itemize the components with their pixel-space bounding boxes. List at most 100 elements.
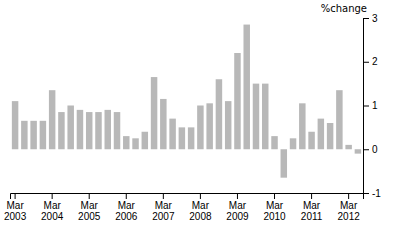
chart: -10123Mar2003Mar2004Mar2005Mar2006Mar200… — [0, 0, 397, 227]
tick-mark — [126, 193, 127, 199]
tick-label: 1 — [372, 100, 378, 111]
x-tick: Mar2005 — [78, 193, 101, 222]
bar — [355, 149, 361, 153]
bar — [86, 112, 92, 149]
tick-label: Mar2011 — [301, 200, 323, 222]
tick-mark — [363, 62, 369, 63]
axis-line — [11, 194, 364, 200]
bar — [40, 121, 46, 149]
tick-label: Mar2008 — [189, 200, 212, 222]
bar — [188, 127, 194, 149]
tick-label-line: Mar — [340, 200, 358, 211]
bar — [132, 138, 138, 149]
bar — [114, 112, 120, 149]
bar — [77, 110, 83, 149]
y-axis: -1 0 1 2 3 — [363, 13, 381, 199]
tick-label: Mar2006 — [115, 200, 138, 222]
tick-mark — [363, 18, 369, 19]
chart-container: -10123Mar2003Mar2004Mar2005Mar2006Mar200… — [0, 0, 397, 227]
bar — [67, 106, 73, 150]
bar — [105, 110, 111, 149]
tick-label-line: 2006 — [115, 211, 138, 222]
bar — [281, 149, 287, 177]
tick-label: 2 — [372, 56, 378, 67]
tick-label: Mar2012 — [338, 200, 361, 222]
tick-mark — [363, 106, 369, 107]
bar — [290, 138, 296, 149]
bar — [30, 121, 36, 149]
tick-mark — [348, 193, 349, 199]
bar — [271, 136, 277, 149]
tick-mark — [163, 193, 164, 199]
bar — [336, 90, 342, 149]
tick-label-line: Mar — [81, 200, 99, 211]
x-tick: Mar2011 — [301, 193, 323, 222]
tick-label-line: 2008 — [189, 211, 212, 222]
bar — [142, 132, 148, 150]
bar — [95, 112, 101, 149]
y-label: %change — [321, 3, 367, 14]
y-tick: 3 — [363, 13, 378, 24]
bars — [12, 25, 361, 178]
tick-label: Mar2004 — [41, 200, 64, 222]
tick-label-line: 2007 — [152, 211, 175, 222]
bar — [318, 119, 324, 150]
tick-label-line: 2005 — [78, 211, 101, 222]
bar — [197, 106, 203, 150]
bar — [12, 101, 18, 149]
tick-label-line: Mar — [266, 200, 284, 211]
tick-label-line: Mar — [44, 200, 62, 211]
x-axis: Mar2003Mar2004Mar2005Mar2006Mar2007Mar20… — [4, 193, 364, 222]
bar — [151, 77, 157, 149]
tick-label-line: Mar — [155, 200, 173, 211]
tick-label-line: Mar — [192, 200, 210, 211]
y-tick: -1 — [363, 188, 381, 199]
tick-label: 3 — [372, 13, 378, 24]
tick-mark — [52, 193, 53, 199]
y-tick: 0 — [363, 144, 378, 155]
tick-mark — [311, 193, 312, 199]
tick-label-line: Mar — [229, 200, 247, 211]
tick-mark — [15, 193, 16, 199]
x-tick: Mar2003 — [4, 193, 27, 222]
x-tick: Mar2012 — [338, 193, 361, 222]
x-tick: Mar2004 — [41, 193, 64, 222]
bar — [21, 121, 27, 149]
bar — [253, 84, 259, 150]
bar — [206, 103, 212, 149]
y-tick: 1 — [363, 100, 378, 111]
bar — [299, 103, 305, 149]
tick-label: Mar2005 — [78, 200, 101, 222]
x-tick: Mar2007 — [152, 193, 175, 222]
y-tick: 2 — [363, 56, 378, 67]
tick-label-line: 2011 — [301, 211, 323, 222]
bar — [160, 99, 166, 149]
tick-mark — [237, 193, 238, 199]
bar — [225, 101, 231, 149]
bar — [49, 90, 55, 149]
tick-label-line: Mar — [118, 200, 136, 211]
axis-line — [364, 19, 370, 194]
bar — [327, 123, 333, 149]
x-tick: Mar2009 — [226, 193, 249, 222]
bar — [234, 53, 240, 149]
tick-label: Mar2009 — [226, 200, 249, 222]
tick-label-line: Mar — [303, 200, 321, 211]
x-tick: Mar2008 — [189, 193, 212, 222]
tick-label: Mar2010 — [263, 200, 286, 222]
tick-label: -1 — [372, 188, 381, 199]
bar — [308, 132, 314, 150]
tick-label: Mar2007 — [152, 200, 175, 222]
bar — [58, 112, 64, 149]
tick-label: 0 — [372, 144, 378, 155]
tick-label-line: 2012 — [338, 211, 361, 222]
bar — [216, 79, 222, 149]
tick-label-line: 2003 — [4, 211, 27, 222]
tick-label-line: 2009 — [226, 211, 249, 222]
tick-label-line: Mar — [6, 200, 24, 211]
bar — [243, 25, 249, 150]
x-tick: Mar2010 — [263, 193, 286, 222]
tick-label-line: 2004 — [41, 211, 64, 222]
tick-mark — [363, 149, 369, 150]
tick-mark — [89, 193, 90, 199]
